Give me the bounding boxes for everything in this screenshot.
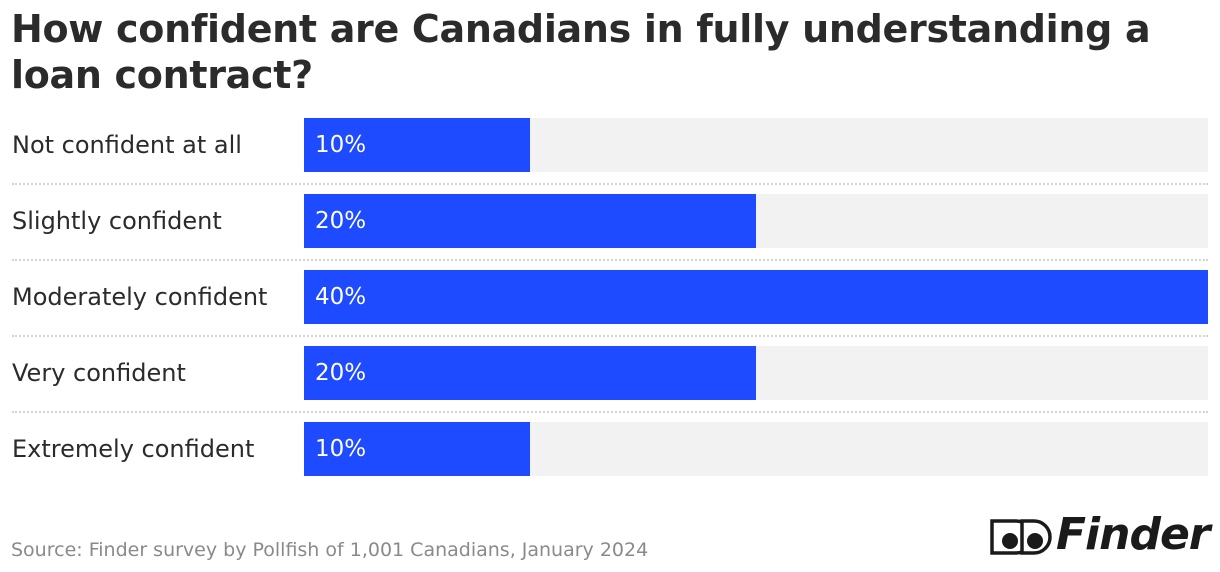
row-divider [12,183,1208,185]
bar-value-label: 10% [315,436,367,462]
finder-logo: Finder [988,509,1212,562]
row-divider [12,259,1208,261]
chart-title: How confident are Canadians in fully und… [11,7,1151,97]
category-label: Moderately confident [12,283,268,311]
bar-track: 20% [304,346,1208,400]
category-label: Very confident [12,359,186,387]
bar-track: 10% [304,422,1208,476]
source-note: Source: Finder survey by Pollfish of 1,0… [11,539,649,561]
bar-track: 20% [304,194,1208,248]
bar-value-label: 10% [315,132,367,158]
bar: 20% [304,346,756,400]
bar-value-label: 20% [315,208,367,234]
bar: 10% [304,422,530,476]
category-label: Extremely confident [12,435,255,463]
bar-value-label: 20% [315,360,367,386]
bar-track: 10% [304,118,1208,172]
bar-track: 40% [304,270,1208,324]
finder-eyes-icon [990,519,1052,555]
category-label: Not confident at all [12,131,242,159]
bar: 10% [304,118,530,172]
category-label: Slightly confident [12,207,222,235]
bar: 20% [304,194,756,248]
row-divider [12,411,1208,413]
finder-wordmark: Finder [1056,509,1210,560]
row-divider [12,335,1208,337]
bar: 40% [304,270,1208,324]
bar-value-label: 40% [315,284,367,310]
